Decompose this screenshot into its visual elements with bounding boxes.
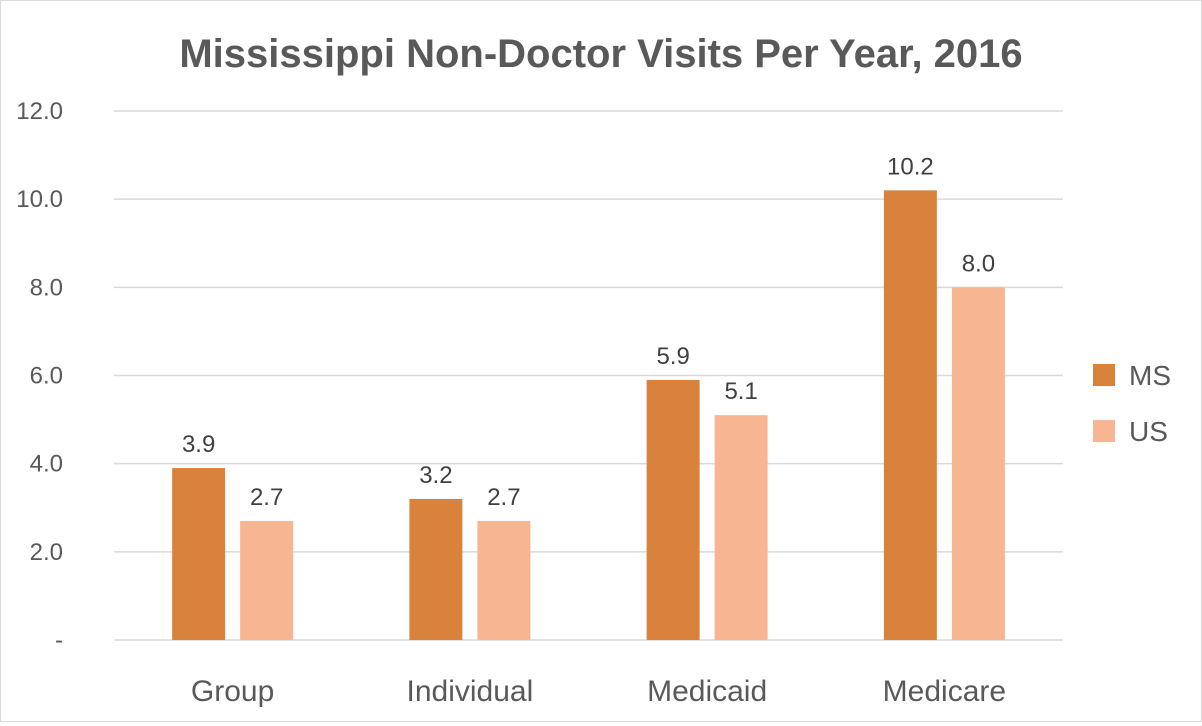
- x-category-label: Individual: [406, 675, 533, 708]
- data-label: 3.2: [419, 462, 452, 489]
- legend-swatch-us: [1093, 420, 1115, 442]
- bar-us-group: [240, 520, 294, 640]
- x-category-label: Group: [191, 675, 274, 708]
- legend-label-us: US: [1129, 416, 1168, 447]
- data-label: 3.9: [182, 431, 215, 458]
- bar-ms-medicare: [883, 190, 937, 640]
- bars: [172, 190, 1005, 640]
- legend-label-ms: MS: [1129, 360, 1171, 391]
- data-label: 2.7: [250, 484, 283, 511]
- x-category-label: Medicaid: [647, 675, 767, 708]
- data-label: 2.7: [487, 484, 520, 511]
- legend: MS US: [1093, 360, 1171, 447]
- x-axis-categories: Group Individual Medicaid Medicare: [191, 675, 1006, 708]
- legend-swatch-ms: [1093, 364, 1115, 386]
- y-tick-label: 12.0: [16, 98, 63, 125]
- y-tick-label: 4.0: [30, 451, 63, 478]
- data-label: 5.9: [656, 343, 689, 370]
- data-labels: 3.9 2.7 3.2 2.7 5.9 5.1 10.2 8.0: [182, 153, 995, 511]
- y-tick-label: 10.0: [16, 186, 63, 213]
- x-category-label: Medicare: [883, 675, 1006, 708]
- data-label: 5.1: [724, 378, 757, 405]
- y-tick-label: 2.0: [30, 539, 63, 566]
- data-label: 8.0: [962, 250, 995, 277]
- data-label: 10.2: [887, 153, 934, 180]
- y-axis-ticks: - 2.0 4.0 6.0 8.0 10.0 12.0: [16, 98, 63, 654]
- y-tick-label: 6.0: [30, 363, 63, 390]
- bar-us-medicaid: [714, 415, 768, 640]
- bar-ms-individual: [409, 498, 463, 640]
- bar-us-medicare: [951, 287, 1005, 640]
- chart-title: Mississippi Non-Doctor Visits Per Year, …: [179, 32, 1022, 76]
- bar-ms-medicaid: [646, 379, 700, 640]
- bar-ms-group: [172, 468, 226, 640]
- y-tick-label: 8.0: [30, 274, 63, 301]
- y-tick-label: -: [55, 627, 63, 654]
- bar-us-individual: [477, 520, 531, 640]
